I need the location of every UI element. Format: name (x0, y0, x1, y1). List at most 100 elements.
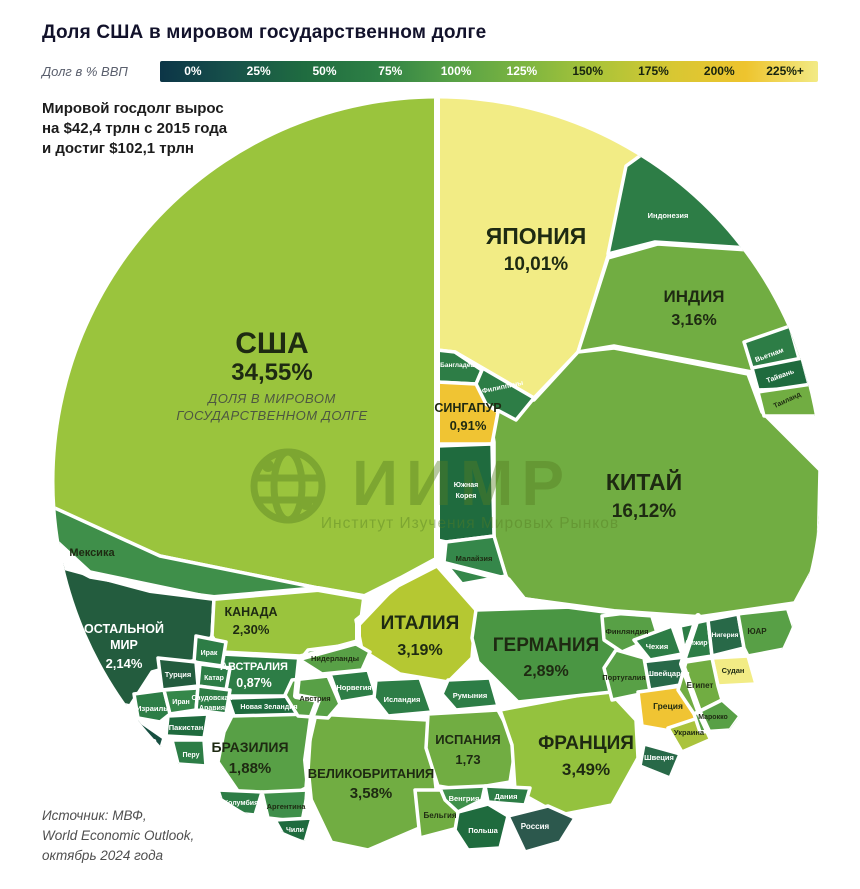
label-czechia: Чехия (646, 642, 669, 651)
annotation-line: и достиг $102,1 трлн (42, 140, 194, 157)
label-saudi-arabia-line2: Аравия (199, 705, 225, 712)
label-sweden: Швеция (644, 753, 674, 762)
watermark-subtitle: Институт Изучения Мировых Рынков (321, 515, 619, 532)
annotation-line: на $42,4 трлн с 2015 года (42, 120, 228, 137)
label-denmark: Дания (494, 792, 517, 801)
label-india-name: ИНДИЯ (663, 287, 724, 306)
label-pakistan: Пакистан (169, 723, 203, 732)
label-iraq: Ирак (201, 650, 218, 657)
label-switzerland: Швейцария (646, 669, 689, 678)
label-uk-name: ВЕЛИКОБРИТАНИЯ (308, 766, 435, 781)
label-usa-note2: ГОСУДАРСТВЕННОМ ДОЛГЕ (176, 408, 367, 423)
region-indonesia (606, 148, 750, 256)
label-south-korea-line1: Южная (454, 482, 478, 489)
label-italy-name: ИТАЛИЯ (381, 613, 460, 634)
label-germany-value: 2,89% (523, 663, 568, 680)
region-israel (132, 688, 172, 724)
label-italy-value: 3,19% (397, 642, 442, 659)
label-china-name: КИТАЙ (606, 468, 682, 495)
label-rest-of-world-name2: МИР (110, 638, 138, 652)
source-note: Источник: МВФ, World Economic Outlook, о… (42, 806, 194, 866)
label-south-korea-line2: Корея (456, 493, 477, 500)
group-dividers (54, 98, 799, 845)
region-portugal (602, 648, 652, 702)
annotation: Мировой госдолг вырос на $42,4 трлн с 20… (42, 99, 227, 159)
watermark-abbr: ИИМР (352, 447, 572, 519)
label-saudi-arabia-line1: Саудовская (192, 695, 233, 702)
label-germany-name: ГЕРМАНИЯ (493, 635, 599, 656)
region-russia (506, 804, 577, 854)
legend-tick: 0% (184, 64, 202, 78)
region-iceland (372, 676, 434, 718)
label-netherlands: Нидерланды (311, 654, 359, 663)
region-romania (440, 676, 500, 712)
label-rest-of-world-name: ОСТАЛЬНОЙ (84, 621, 164, 636)
label-romania: Румыния (453, 691, 488, 700)
label-canada-name: КАНАДА (224, 605, 277, 619)
label-singapore-name: СИНГАПУР (434, 401, 501, 415)
region-denmark (483, 784, 532, 807)
region-peru (170, 738, 208, 768)
label-qatar: Катар (204, 675, 224, 682)
page-title: Доля США в мировом государственном долге (42, 22, 487, 43)
label-rest-of-world-value: 2,14% (106, 656, 143, 671)
label-singapore-value: 0,91% (450, 418, 487, 433)
legend-tick: 50% (312, 64, 337, 78)
label-argentina: Аргентина (267, 802, 307, 811)
label-france-name: ФРАНЦИЯ (538, 733, 634, 754)
watermark: ИИМР Институт Изучения Мировых Рынков (250, 447, 619, 532)
source-line: World Economic Outlook, (42, 828, 195, 843)
label-malaysia: Малайзия (456, 554, 493, 563)
label-iceland: Исландия (384, 695, 421, 704)
legend-label: Долг в % ВВП (42, 63, 128, 79)
label-japan-name: ЯПОНИЯ (486, 223, 587, 249)
label-austria: Австрия (299, 694, 330, 703)
globe-icon (250, 448, 326, 524)
label-india-value: 3,16% (671, 312, 716, 329)
label-new-zealand: Новая Зеландия (240, 704, 297, 711)
label-belgium: Бельгия (423, 811, 456, 820)
region-czechia (632, 624, 684, 662)
label-canada-value: 2,30% (233, 622, 270, 637)
label-china-value: 16,12% (612, 501, 677, 522)
label-iran: Иран (172, 699, 189, 706)
label-ukraine: Украина (674, 728, 705, 737)
region-pakistan (164, 712, 210, 740)
legend-tick: 25% (246, 64, 271, 78)
source-line: октябрь 2024 года (42, 848, 164, 863)
label-colombia: Колумбия (224, 799, 258, 807)
label-israel: Израиль (136, 704, 168, 713)
label-usa-note1: ДОЛЯ В МИРОВОМ (206, 391, 336, 406)
label-brazil-value: 1,88% (229, 760, 272, 777)
label-brazil-name: БРАЗИЛИЯ (211, 739, 288, 755)
label-sudan: Судан (722, 666, 745, 675)
source-line: Источник: МВФ, (42, 808, 147, 823)
legend-tick: 125% (506, 64, 538, 78)
region-saudi-arabia (194, 684, 232, 716)
label-spain-name: ИСПАНИЯ (435, 732, 501, 747)
region-sweden (638, 742, 682, 780)
legend-tick: 150% (572, 64, 604, 78)
label-south-africa: ЮАР (747, 627, 767, 636)
label-nigeria: Нигерия (712, 632, 739, 639)
label-uk-value: 3,58% (350, 785, 393, 802)
label-france-value: 3,49% (562, 760, 610, 779)
label-australia-value: 0,87% (236, 676, 271, 690)
label-usa-value: 34,55% (231, 359, 312, 386)
label-usa-name: США (235, 327, 308, 360)
region-malaysia (442, 534, 508, 586)
region-brazil (216, 712, 314, 802)
label-russia: Россия (521, 822, 550, 831)
label-chile: Чили (286, 827, 304, 834)
label-spain-value: 1,73 (455, 752, 480, 767)
label-hungary: Венгрия (449, 794, 480, 803)
legend-tick: 200% (703, 64, 735, 78)
label-mexico: Мексика (69, 547, 115, 559)
label-greece: Греция (653, 701, 683, 711)
label-japan-value: 10,01% (504, 254, 569, 275)
legend: Долг в % ВВП 0% 25% 50% 75% 100% 125% 15… (42, 60, 818, 82)
label-uae: ОАЭ (141, 739, 156, 746)
label-egypt: Египет (687, 681, 714, 690)
